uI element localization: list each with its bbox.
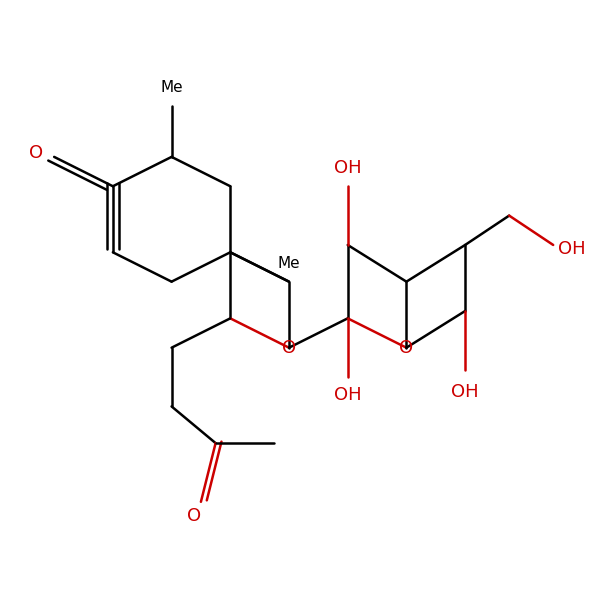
Text: O: O — [400, 339, 413, 357]
Text: O: O — [29, 144, 43, 162]
Text: OH: OH — [451, 383, 479, 401]
Text: OH: OH — [334, 386, 362, 404]
Text: Me: Me — [160, 80, 183, 95]
Text: O: O — [187, 508, 200, 526]
Text: OH: OH — [334, 159, 362, 177]
Text: Me: Me — [278, 256, 301, 271]
Text: O: O — [282, 339, 296, 357]
Text: OH: OH — [558, 239, 586, 257]
